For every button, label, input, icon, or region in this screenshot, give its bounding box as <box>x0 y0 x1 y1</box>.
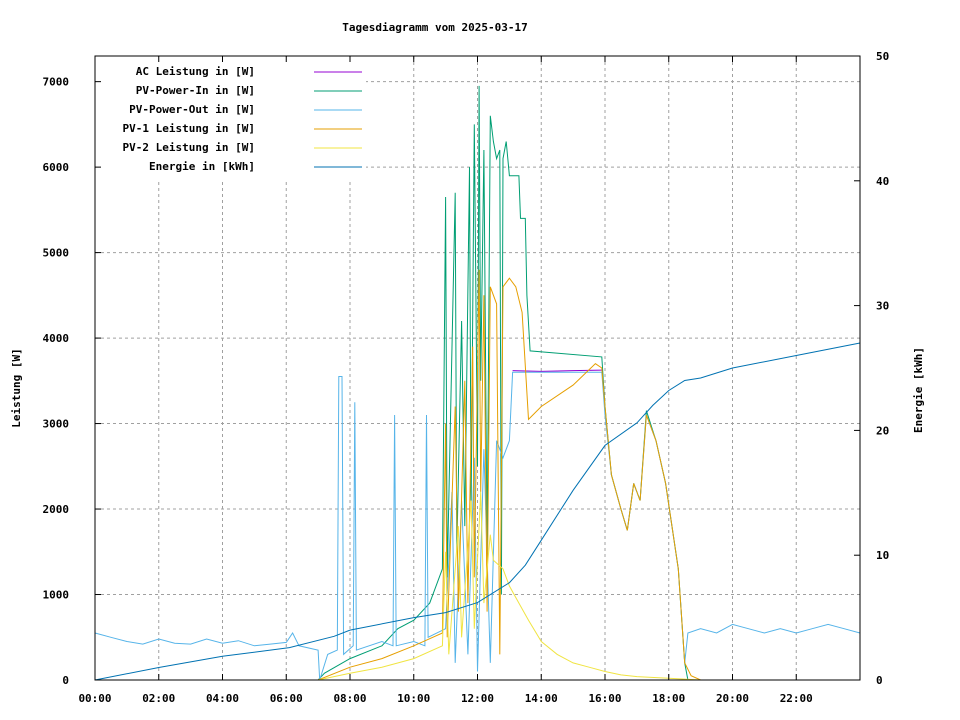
y-tick-label: 5000 <box>43 247 70 260</box>
x-tick-label: 22:00 <box>780 692 813 705</box>
series-group <box>94 85 861 681</box>
legend-label: AC Leistung in [W] <box>136 65 255 78</box>
series-line-5 <box>94 342 861 681</box>
y-tick-label: 6000 <box>43 161 70 174</box>
ticks: 00:00 02:00 04:00 06:00 08:00 10:00 12:00 14:00… <box>43 50 890 705</box>
x-tick-label: 18:00 <box>652 692 685 705</box>
y2-tick-label: 10 <box>876 549 889 562</box>
y-tick-label: 4000 <box>43 332 70 345</box>
x-tick-label: 16:00 <box>588 692 621 705</box>
legend-background <box>96 57 366 179</box>
y2-tick-label: 0 <box>876 674 883 687</box>
legend-label: PV-Power-Out in [W] <box>129 103 255 116</box>
y2-tick-label: 40 <box>876 175 889 188</box>
legend-label: PV-Power-In in [W] <box>136 84 255 97</box>
x-tick-label: 00:00 <box>78 692 111 705</box>
x-tick-label: 20:00 <box>716 692 749 705</box>
x-tick-label: 02:00 <box>142 692 175 705</box>
y2-tick-label: 30 <box>876 300 889 313</box>
legend: AC Leistung in [W] PV-Power-In in [W] PV-P… <box>96 57 366 179</box>
y2-axis-label: Energie [kWh] <box>912 347 925 433</box>
y2-tick-label: 50 <box>876 50 889 63</box>
legend-label: Energie in [kWh] <box>149 160 255 173</box>
y-tick-label: 7000 <box>43 76 70 89</box>
legend-label: PV-2 Leistung in [W] <box>123 141 255 154</box>
x-tick-label: 08:00 <box>333 692 366 705</box>
y-axis-label: Leistung [W] <box>10 348 23 427</box>
x-tick-label: 14:00 <box>525 692 558 705</box>
y-tick-label: 2000 <box>43 503 70 516</box>
y-tick-label: 3000 <box>43 418 70 431</box>
legend-label: PV-1 Leistung in [W] <box>123 122 255 135</box>
y2-tick-label: 20 <box>876 424 889 437</box>
series-line-0 <box>512 369 602 372</box>
x-tick-label: 04:00 <box>206 692 239 705</box>
y-tick-label: 1000 <box>43 589 70 602</box>
x-tick-label: 10:00 <box>397 692 430 705</box>
y-tick-label: 0 <box>62 674 69 687</box>
series-line-4 <box>95 491 860 681</box>
x-tick-label: 12:00 <box>461 692 494 705</box>
series-line-3 <box>95 269 860 681</box>
chart-title: Tagesdiagramm vom 2025-03-17 <box>342 21 527 34</box>
series-line-2 <box>94 371 861 681</box>
x-tick-label: 06:00 <box>270 692 303 705</box>
